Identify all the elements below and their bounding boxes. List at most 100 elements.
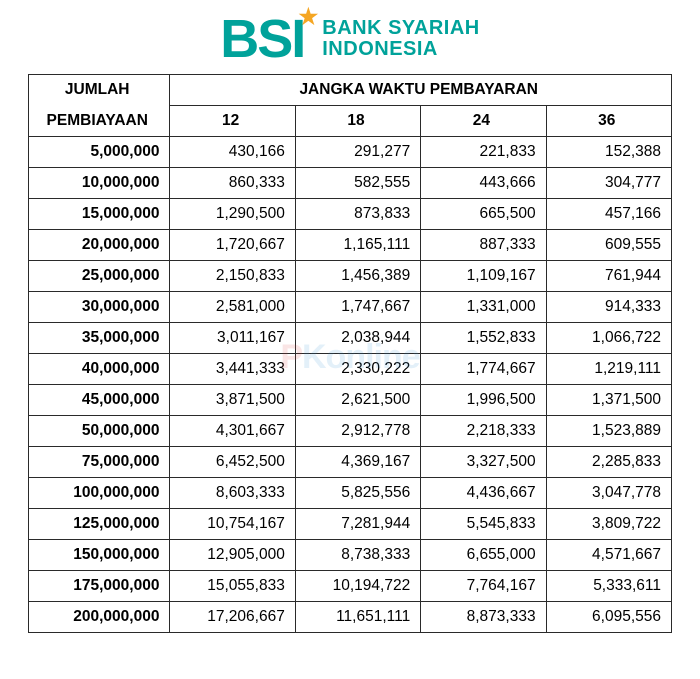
amount-cell: 15,000,000 — [29, 199, 170, 230]
table-row: 45,000,0003,871,5002,621,5001,996,5001,3… — [29, 385, 672, 416]
value-cell: 4,301,667 — [170, 416, 295, 447]
value-cell: 860,333 — [170, 168, 295, 199]
value-cell: 2,038,944 — [295, 323, 420, 354]
value-cell: 10,754,167 — [170, 509, 295, 540]
amount-cell: 125,000,000 — [29, 509, 170, 540]
payment-table: JUMLAH JANGKA WAKTU PEMBAYARAN PEMBIAYAA… — [28, 74, 672, 633]
value-cell: 887,333 — [421, 230, 546, 261]
table-row: 75,000,0006,452,5004,369,1673,327,5002,2… — [29, 447, 672, 478]
value-cell: 1,774,667 — [421, 354, 546, 385]
amount-cell: 100,000,000 — [29, 478, 170, 509]
value-cell: 1,456,389 — [295, 261, 420, 292]
value-cell: 2,581,000 — [170, 292, 295, 323]
table-head: JUMLAH JANGKA WAKTU PEMBAYARAN PEMBIAYAA… — [29, 75, 672, 137]
header-row-2: PEMBIAYAAN 12 18 24 36 — [29, 106, 672, 137]
header-period-12: 12 — [170, 106, 295, 137]
amount-cell: 30,000,000 — [29, 292, 170, 323]
header-row-1: JUMLAH JANGKA WAKTU PEMBAYARAN — [29, 75, 672, 106]
value-cell: 1,331,000 — [421, 292, 546, 323]
table-container: JUMLAH JANGKA WAKTU PEMBAYARAN PEMBIAYAA… — [0, 74, 700, 633]
table-row: 125,000,00010,754,1677,281,9445,545,8333… — [29, 509, 672, 540]
value-cell: 8,873,333 — [421, 602, 546, 633]
value-cell: 1,747,667 — [295, 292, 420, 323]
amount-cell: 5,000,000 — [29, 137, 170, 168]
value-cell: 2,912,778 — [295, 416, 420, 447]
value-cell: 7,281,944 — [295, 509, 420, 540]
value-cell: 1,165,111 — [295, 230, 420, 261]
amount-cell: 10,000,000 — [29, 168, 170, 199]
value-cell: 3,441,333 — [170, 354, 295, 385]
value-cell: 582,555 — [295, 168, 420, 199]
value-cell: 4,436,667 — [421, 478, 546, 509]
table-row: 30,000,0002,581,0001,747,6671,331,000914… — [29, 292, 672, 323]
value-cell: 5,825,556 — [295, 478, 420, 509]
value-cell: 6,095,556 — [546, 602, 671, 633]
table-row: 40,000,0003,441,3332,330,2221,774,6671,2… — [29, 354, 672, 385]
amount-cell: 175,000,000 — [29, 571, 170, 602]
value-cell: 609,555 — [546, 230, 671, 261]
value-cell: 665,500 — [421, 199, 546, 230]
logo-mark-text: BSI — [220, 9, 304, 69]
amount-cell: 40,000,000 — [29, 354, 170, 385]
value-cell: 873,833 — [295, 199, 420, 230]
value-cell: 1,996,500 — [421, 385, 546, 416]
value-cell: 2,330,222 — [295, 354, 420, 385]
value-cell: 1,523,889 — [546, 416, 671, 447]
value-cell: 15,055,833 — [170, 571, 295, 602]
table-row: 20,000,0001,720,6671,165,111887,333609,5… — [29, 230, 672, 261]
amount-cell: 35,000,000 — [29, 323, 170, 354]
value-cell: 11,651,111 — [295, 602, 420, 633]
value-cell: 17,206,667 — [170, 602, 295, 633]
value-cell: 457,166 — [546, 199, 671, 230]
value-cell: 914,333 — [546, 292, 671, 323]
value-cell: 2,150,833 — [170, 261, 295, 292]
value-cell: 1,219,111 — [546, 354, 671, 385]
value-cell: 4,369,167 — [295, 447, 420, 478]
value-cell: 1,109,167 — [421, 261, 546, 292]
amount-cell: 50,000,000 — [29, 416, 170, 447]
value-cell: 1,290,500 — [170, 199, 295, 230]
bsi-logo: BSI ★ BANK SYARIAH INDONESIA — [220, 12, 480, 66]
value-cell: 291,277 — [295, 137, 420, 168]
table-row: 35,000,0003,011,1672,038,9441,552,8331,0… — [29, 323, 672, 354]
table-row: 50,000,0004,301,6672,912,7782,218,3331,5… — [29, 416, 672, 447]
value-cell: 3,011,167 — [170, 323, 295, 354]
table-row: 5,000,000430,166291,277221,833152,388 — [29, 137, 672, 168]
value-cell: 10,194,722 — [295, 571, 420, 602]
value-cell: 8,603,333 — [170, 478, 295, 509]
value-cell: 7,764,167 — [421, 571, 546, 602]
logo-text: BANK SYARIAH INDONESIA — [322, 18, 480, 60]
value-cell: 304,777 — [546, 168, 671, 199]
value-cell: 761,944 — [546, 261, 671, 292]
value-cell: 3,871,500 — [170, 385, 295, 416]
value-cell: 1,552,833 — [421, 323, 546, 354]
value-cell: 2,285,833 — [546, 447, 671, 478]
value-cell: 1,066,722 — [546, 323, 671, 354]
header-period-24: 24 — [421, 106, 546, 137]
value-cell: 2,621,500 — [295, 385, 420, 416]
value-cell: 6,452,500 — [170, 447, 295, 478]
logo-header: BSI ★ BANK SYARIAH INDONESIA — [0, 0, 700, 74]
table-row: 15,000,0001,290,500873,833665,500457,166 — [29, 199, 672, 230]
value-cell: 3,809,722 — [546, 509, 671, 540]
value-cell: 12,905,000 — [170, 540, 295, 571]
header-amount-bottom: PEMBIAYAAN — [29, 106, 170, 137]
value-cell: 2,218,333 — [421, 416, 546, 447]
table-row: 150,000,00012,905,0008,738,3336,655,0004… — [29, 540, 672, 571]
value-cell: 8,738,333 — [295, 540, 420, 571]
amount-cell: 25,000,000 — [29, 261, 170, 292]
value-cell: 1,371,500 — [546, 385, 671, 416]
amount-cell: 20,000,000 — [29, 230, 170, 261]
value-cell: 443,666 — [421, 168, 546, 199]
amount-cell: 150,000,000 — [29, 540, 170, 571]
table-row: 175,000,00015,055,83310,194,7227,764,167… — [29, 571, 672, 602]
table-row: 200,000,00017,206,66711,651,1118,873,333… — [29, 602, 672, 633]
table-row: 25,000,0002,150,8331,456,3891,109,167761… — [29, 261, 672, 292]
logo-line2: INDONESIA — [322, 39, 480, 60]
value-cell: 5,333,611 — [546, 571, 671, 602]
value-cell: 5,545,833 — [421, 509, 546, 540]
header-period-span: JANGKA WAKTU PEMBAYARAN — [170, 75, 672, 106]
table-body: 5,000,000430,166291,277221,833152,38810,… — [29, 137, 672, 633]
star-icon: ★ — [299, 6, 317, 28]
logo-mark: BSI ★ — [220, 12, 304, 66]
